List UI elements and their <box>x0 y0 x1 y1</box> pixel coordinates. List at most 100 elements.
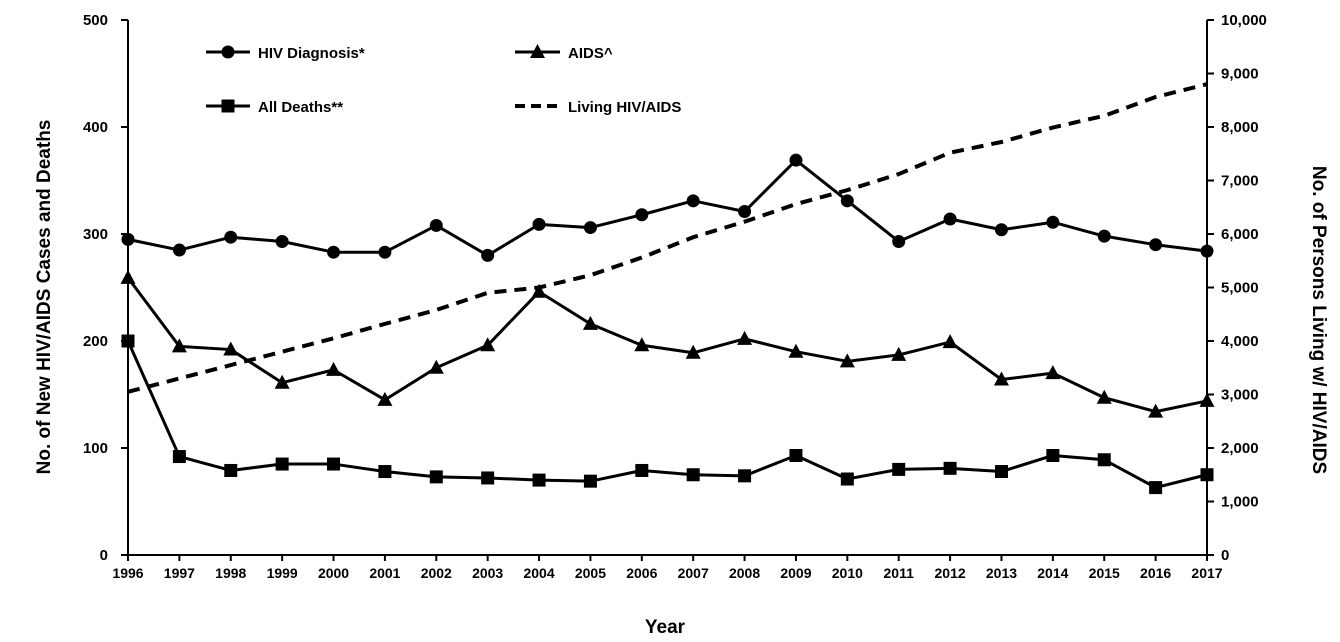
legend-marker <box>221 99 235 113</box>
x-tick-label: 1996 <box>112 565 143 581</box>
data-point <box>1149 238 1163 252</box>
x-tick-label: 2004 <box>523 565 554 581</box>
data-point <box>840 472 854 486</box>
data-point <box>993 371 1009 386</box>
data-point <box>582 315 598 330</box>
data-point <box>531 283 547 298</box>
legend-label: Living HIV/AIDS <box>568 99 681 116</box>
y-axis-left-title: No. of New HIV/AIDS Cases and Deaths <box>34 120 55 475</box>
x-tick-label: 1998 <box>215 565 246 581</box>
legend-marker <box>530 44 545 58</box>
data-point <box>1046 448 1060 462</box>
data-point <box>172 243 186 257</box>
legend-item: AIDS^ <box>515 44 613 62</box>
x-tick-label: 2009 <box>780 565 811 581</box>
data-point <box>275 234 289 248</box>
y-left-tick-label: 100 <box>83 440 108 457</box>
series-all-deaths <box>121 334 1214 495</box>
data-point <box>326 361 342 376</box>
y-right-tick-label: 10,000 <box>1221 12 1267 29</box>
data-point <box>223 341 239 356</box>
y-right-tick-label: 7,000 <box>1221 173 1259 190</box>
data-point <box>943 461 957 475</box>
data-point <box>994 223 1008 237</box>
y-right-tick-label: 0 <box>1221 547 1229 564</box>
data-point <box>789 153 803 167</box>
x-tick-label: 2011 <box>884 565 915 581</box>
data-point <box>532 217 546 231</box>
series-aids <box>120 269 1215 418</box>
y-right-tick-label: 8,000 <box>1221 119 1259 136</box>
x-tick-label: 2012 <box>935 565 966 581</box>
x-tick-label: 2006 <box>626 565 657 581</box>
data-point <box>583 221 597 235</box>
data-point <box>1045 365 1061 380</box>
y-right-tick-label: 5,000 <box>1221 280 1259 297</box>
x-tick-label: 2007 <box>678 565 709 581</box>
data-point <box>1148 403 1164 418</box>
y-left-tick-label: 500 <box>83 12 108 29</box>
data-point <box>327 245 341 259</box>
data-point <box>840 194 854 208</box>
data-point <box>1200 244 1214 258</box>
data-point <box>121 334 135 348</box>
x-tick-label: 2003 <box>472 565 503 581</box>
x-tick-label: 2008 <box>729 565 760 581</box>
data-point <box>686 194 700 208</box>
y-right-tick-label: 4,000 <box>1221 333 1259 350</box>
data-point <box>377 391 393 406</box>
x-tick-label: 2017 <box>1191 565 1222 581</box>
y-left-tick-label: 0 <box>100 547 108 564</box>
data-point <box>1149 481 1163 495</box>
x-tick-label: 2010 <box>832 565 863 581</box>
legend-item: HIV Diagnosis* <box>206 45 365 62</box>
legend-item: All Deaths** <box>206 99 343 116</box>
legend-item: Living HIV/AIDS <box>515 99 681 116</box>
data-point <box>634 337 650 352</box>
data-point <box>737 330 753 345</box>
data-point <box>1200 468 1214 482</box>
data-point <box>686 468 700 482</box>
legend-label: All Deaths** <box>258 99 343 116</box>
data-point <box>635 208 649 222</box>
data-point <box>891 346 907 361</box>
data-point <box>275 457 289 471</box>
x-tick-label: 2000 <box>318 565 349 581</box>
data-point <box>789 448 803 462</box>
legend-label: AIDS^ <box>568 45 613 62</box>
y-right-tick-label: 2,000 <box>1221 440 1259 457</box>
data-point <box>892 234 906 248</box>
series-living-hiv-aids <box>127 82 1208 394</box>
series-line <box>126 340 1208 490</box>
data-point <box>942 334 958 349</box>
data-point <box>635 463 649 477</box>
y-right-tick-label: 9,000 <box>1221 66 1259 83</box>
data-point <box>788 343 804 358</box>
data-point <box>892 462 906 476</box>
data-point <box>224 230 238 244</box>
data-point <box>1046 215 1060 229</box>
data-point <box>480 337 496 352</box>
series-line <box>127 158 1208 257</box>
y-axis-right-title: No. of Persons Living w/ HIV/AIDS <box>1308 166 1329 474</box>
y-right-tick-label: 1,000 <box>1221 494 1259 511</box>
data-point <box>583 474 597 488</box>
data-point <box>738 469 752 483</box>
data-point <box>1097 229 1111 243</box>
y-left-tick-label: 300 <box>83 226 108 243</box>
x-tick-label: 2016 <box>1140 565 1171 581</box>
x-tick-label: 2013 <box>986 565 1017 581</box>
data-point <box>532 473 546 487</box>
x-axis-title: Year <box>645 617 686 638</box>
data-point <box>738 205 752 219</box>
series-line <box>126 276 1208 414</box>
y-right-tick-label: 3,000 <box>1221 387 1259 404</box>
legend: HIV Diagnosis* AIDS^ All Deaths** Living HI… <box>206 44 681 116</box>
series-layer <box>120 82 1215 495</box>
x-tick-label: 2005 <box>575 565 606 581</box>
data-point <box>1096 389 1112 404</box>
data-point <box>481 471 495 485</box>
data-point <box>327 457 341 471</box>
legend-marker <box>221 45 235 59</box>
